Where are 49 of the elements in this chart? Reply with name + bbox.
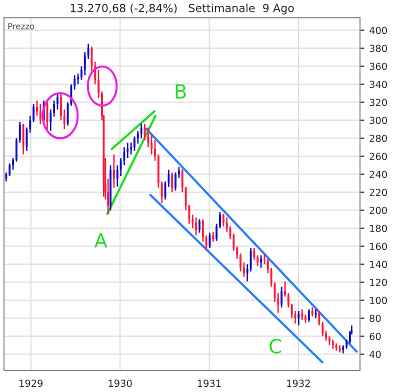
candlestick	[250, 247, 252, 272]
y-tick-label: 280	[370, 134, 387, 142]
x-tick-label: 1929	[20, 380, 43, 387]
candlestick	[147, 126, 150, 148]
y-tick-label: 180	[370, 224, 387, 232]
y-tick-label: 160	[370, 242, 387, 250]
candlestick	[253, 247, 256, 260]
candlestick	[308, 308, 310, 323]
candlestick	[195, 216, 198, 236]
y-tick-label: 300	[370, 116, 387, 124]
y-tick-label: 140	[370, 260, 387, 268]
y-tick-label: 120	[370, 278, 387, 286]
annotation: C	[270, 338, 282, 354]
annotation: A	[94, 233, 108, 248]
candlestick	[112, 154, 115, 188]
y-tick-label: 200	[370, 206, 387, 214]
candlestick	[260, 254, 262, 269]
candlestick	[171, 172, 174, 193]
annotation: Prezzo	[8, 23, 34, 30]
x-tick-label: 1931	[198, 380, 221, 387]
chart-title: 13.270,68 (-2,84%) Settimanale 9 Ago	[70, 4, 294, 14]
y-tick-label: 340	[370, 80, 387, 88]
x-tick-label: 1930	[108, 380, 132, 387]
candlestick	[280, 286, 283, 308]
annotation: B	[176, 84, 186, 99]
x-tick-label: 1932	[287, 380, 310, 387]
y-tick-label: 60	[370, 332, 381, 340]
candlestick	[130, 142, 132, 156]
candlestick	[301, 308, 304, 321]
candlestick	[178, 166, 180, 179]
y-tick-label: 220	[370, 188, 387, 196]
candlestick	[22, 123, 24, 156]
candlestick	[110, 164, 112, 211]
y-tick-label: 320	[370, 98, 387, 106]
candlestick	[39, 103, 42, 125]
y-tick-label: 260	[370, 152, 387, 160]
candlestick	[198, 218, 200, 234]
y-tick-label: 40	[370, 350, 381, 358]
y-tick-label: 360	[370, 62, 387, 70]
y-tick-label: 380	[370, 44, 387, 52]
candlestick	[140, 123, 142, 139]
candlestick	[212, 231, 214, 242]
y-tick-label: 80	[370, 314, 381, 322]
y-tick-label: 100	[370, 296, 387, 304]
candlestick	[174, 172, 176, 192]
y-tick-label: 400	[370, 26, 387, 34]
candlestick	[332, 339, 334, 350]
candlestick	[298, 310, 300, 326]
y-tick-label: 240	[370, 170, 387, 178]
